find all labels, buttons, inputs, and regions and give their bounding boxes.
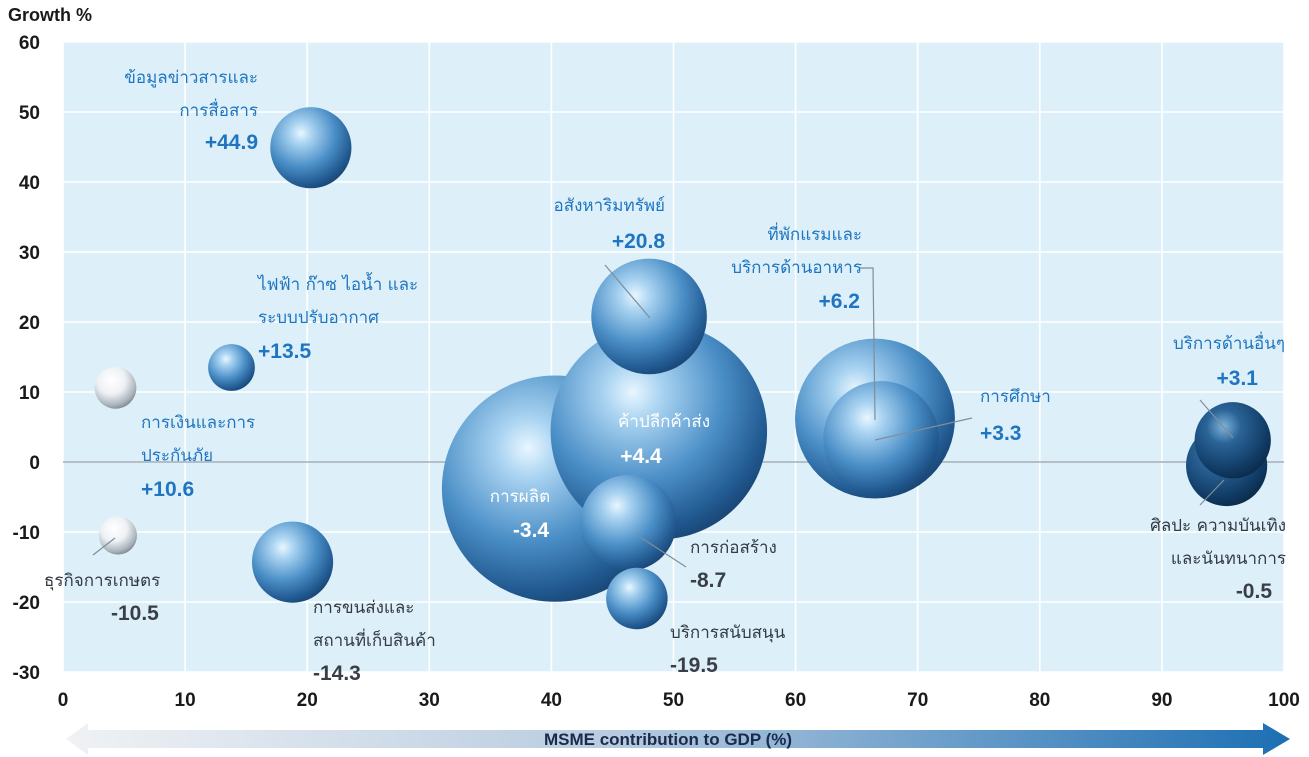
bubbles: [94, 107, 1271, 630]
bubble-name: การผลิต: [490, 487, 550, 507]
bubble-value-label: -14.3: [313, 662, 361, 685]
y-tick-labels: 60 50 40 30 20 10 0 -10 -20 -30: [13, 33, 40, 684]
bubble: [580, 474, 677, 571]
leader-line: [874, 417, 973, 441]
y-tick-label: 60: [19, 33, 40, 54]
leader-line: [636, 534, 687, 568]
y-tick-label: -30: [13, 663, 40, 684]
leader-line: [92, 537, 116, 556]
x-tick-label: 80: [1029, 690, 1050, 711]
leader-line: [1199, 399, 1234, 439]
y-tick-label: 30: [19, 243, 40, 264]
x-tick-label: 10: [175, 690, 196, 711]
bubble-value-label: +20.8: [612, 230, 665, 253]
bubble-name: ประกันภัย: [141, 446, 213, 466]
bubble-value-label: -10.5: [111, 602, 159, 625]
bubble-value-label: +3.1: [1217, 367, 1259, 390]
y-tick-label: 10: [19, 383, 40, 404]
y-tick-label: 40: [19, 173, 40, 194]
leader-line: [604, 264, 651, 319]
bubble-name: การเงินและการ: [141, 413, 255, 433]
bubble-name: ข้อมูลข่าวสารและ: [124, 68, 258, 88]
x-tick-label: 20: [297, 690, 318, 711]
bubble-name: ค้าปลีกค้าส่ง: [618, 412, 710, 432]
bubble-value-label: -8.7: [690, 569, 726, 592]
x-tick-label: 100: [1268, 690, 1300, 711]
bubble-name: ที่พักแรมและ: [767, 222, 862, 245]
bubble-value-label: -19.5: [670, 654, 718, 677]
bubble-value-label: +44.9: [205, 131, 258, 154]
bubble-name: ระบบปรับอากาศ: [258, 308, 379, 328]
bubble-name: ศิลปะ ความบันเทิง: [1150, 516, 1286, 536]
bubble: [94, 366, 137, 409]
bubble: [270, 107, 352, 189]
bubble-name: สถานที่เก็บสินค้า: [313, 628, 436, 651]
bubble-name: การสื่อสาร: [179, 98, 258, 121]
x-axis-label: MSME contribution to GDP (%): [544, 730, 792, 749]
y-tick-label: -20: [13, 593, 40, 614]
x-tick-label: 90: [1151, 690, 1172, 711]
bubble-name: อสังหาริมทรัพย์: [554, 196, 665, 216]
x-tick-label: 40: [541, 690, 562, 711]
x-tick-label: 60: [785, 690, 806, 711]
x-tick-label: 0: [58, 690, 69, 711]
y-axis-label: Growth %: [8, 5, 92, 25]
y-tick-label: 20: [19, 313, 40, 334]
bubble-value-label: +3.3: [980, 422, 1021, 445]
y-tick-label: 50: [19, 103, 40, 124]
leader-lines: [92, 264, 1234, 568]
bubble: [1194, 402, 1271, 479]
bubble-value-label: +6.2: [819, 290, 860, 313]
bubble-name: ธุรกิจการเกษตร: [44, 571, 160, 591]
x-tick-label: 50: [663, 690, 684, 711]
bubble-name: การก่อสร้าง: [690, 538, 777, 558]
bubble-value-label: -3.4: [513, 519, 550, 542]
bubble: [606, 567, 668, 630]
y-tick-label: -10: [13, 523, 40, 544]
x-tick-label: 30: [419, 690, 440, 711]
leader-line: [860, 267, 876, 421]
bubble-value-label: +10.6: [141, 478, 194, 501]
bubble-name: ไฟฟ้า ก๊าซ ไอน้ำ และ: [256, 272, 418, 295]
x-tick-labels: 0 10 20 30 40 50 60 70 80 90 100: [58, 690, 1300, 711]
bubble-value-label: +13.5: [258, 340, 311, 363]
bubble-name: การศึกษา: [980, 387, 1051, 407]
y-tick-label: 0: [29, 453, 40, 474]
leader-line: [1199, 479, 1225, 506]
bubble-name: การขนส่งและ: [313, 598, 414, 618]
bubble-value-label: -0.5: [1236, 580, 1273, 603]
bubble: [251, 521, 334, 603]
bubble-name: บริการสนับสนุน: [670, 623, 786, 643]
bubble-name: บริการด้านอื่นๆ: [1173, 331, 1285, 354]
bubble-name: บริการด้านอาหาร: [731, 258, 862, 278]
x-tick-label: 70: [907, 690, 928, 711]
bubble: [208, 344, 255, 391]
x-axis-arrow: [66, 723, 1290, 755]
bubble: [98, 516, 138, 555]
bubble-value-label: +4.4: [620, 445, 662, 468]
bubble-name: และนันทนาการ: [1171, 549, 1286, 569]
